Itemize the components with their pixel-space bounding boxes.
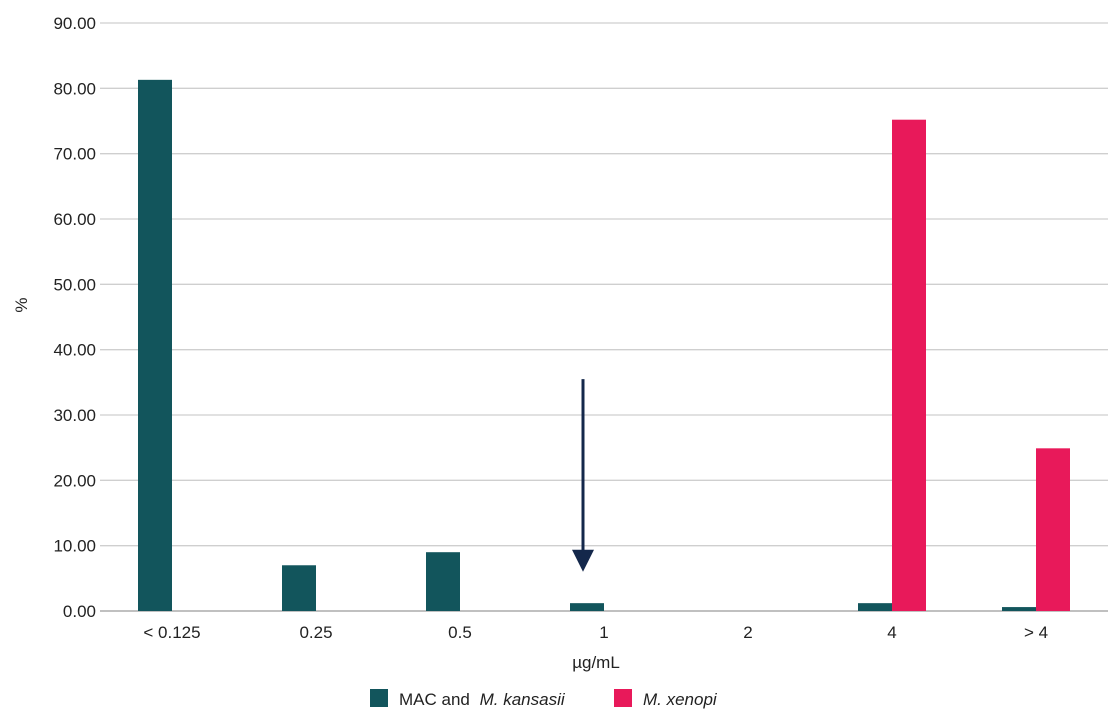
bar-xenopi xyxy=(892,119,926,612)
legend-label-plain: MAC and xyxy=(399,690,475,709)
y-tick-label: 50.00 xyxy=(53,275,96,294)
legend-swatch xyxy=(614,689,632,707)
y-axis-ticks: 0.00 10.00 20.00 30.00 40.00 50.00 60.00 70.00 8… xyxy=(53,14,96,621)
x-tick-label: > 4 xyxy=(1024,623,1048,642)
annotations xyxy=(572,379,594,572)
bar-mac-kansasii xyxy=(138,79,172,612)
x-tick-label: 0.25 xyxy=(299,623,332,642)
bars xyxy=(138,79,1070,612)
y-tick-label: 30.00 xyxy=(53,406,96,425)
x-tick-label: 2 xyxy=(743,623,752,642)
y-tick-label: 90.00 xyxy=(53,14,96,33)
x-tick-label: 0.5 xyxy=(448,623,472,642)
y-tick-label: 60.00 xyxy=(53,210,96,229)
y-tick-label: 40.00 xyxy=(53,341,96,360)
y-axis-title: % xyxy=(12,297,31,312)
x-tick-label: 1 xyxy=(599,623,608,642)
legend-label-italic: M. kansasii xyxy=(480,690,566,709)
legend-label: M. xenopi xyxy=(643,690,718,709)
bar-mac-kansasii xyxy=(426,552,460,611)
legend-label-italic: M. xenopi xyxy=(643,690,718,709)
x-tick-label: < 0.125 xyxy=(143,623,200,642)
legend-label: MAC and M. kansasii xyxy=(399,690,566,709)
x-tick-label: 4 xyxy=(887,623,896,642)
x-axis-ticks: < 0.125 0.25 0.5 1 2 4 > 4 xyxy=(143,623,1048,642)
x-axis-title: µg/mL xyxy=(572,653,620,672)
y-tick-label: 70.00 xyxy=(53,145,96,164)
legend-swatch xyxy=(370,689,388,707)
arrow-head xyxy=(572,549,594,572)
legend: MAC and M. kansasii M. xenopi xyxy=(370,689,718,709)
gridlines xyxy=(100,22,1108,612)
y-tick-label: 20.00 xyxy=(53,471,96,490)
bar-mac-kansasii xyxy=(1002,607,1036,611)
bar-mac-kansasii xyxy=(570,603,604,611)
y-tick-label: 10.00 xyxy=(53,537,96,556)
bar-xenopi xyxy=(1036,448,1070,611)
bar-mac-kansasii xyxy=(858,603,892,611)
y-tick-label: 80.00 xyxy=(53,79,96,98)
y-tick-label: 0.00 xyxy=(63,602,96,621)
bar-mac-kansasii xyxy=(282,565,316,611)
